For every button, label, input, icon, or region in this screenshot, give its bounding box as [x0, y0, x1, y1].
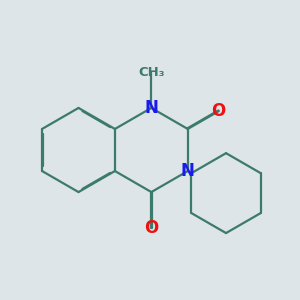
Text: N: N [144, 99, 158, 117]
Text: O: O [212, 102, 226, 120]
Text: O: O [144, 219, 158, 237]
Text: CH₃: CH₃ [138, 66, 165, 79]
Text: N: N [181, 162, 195, 180]
